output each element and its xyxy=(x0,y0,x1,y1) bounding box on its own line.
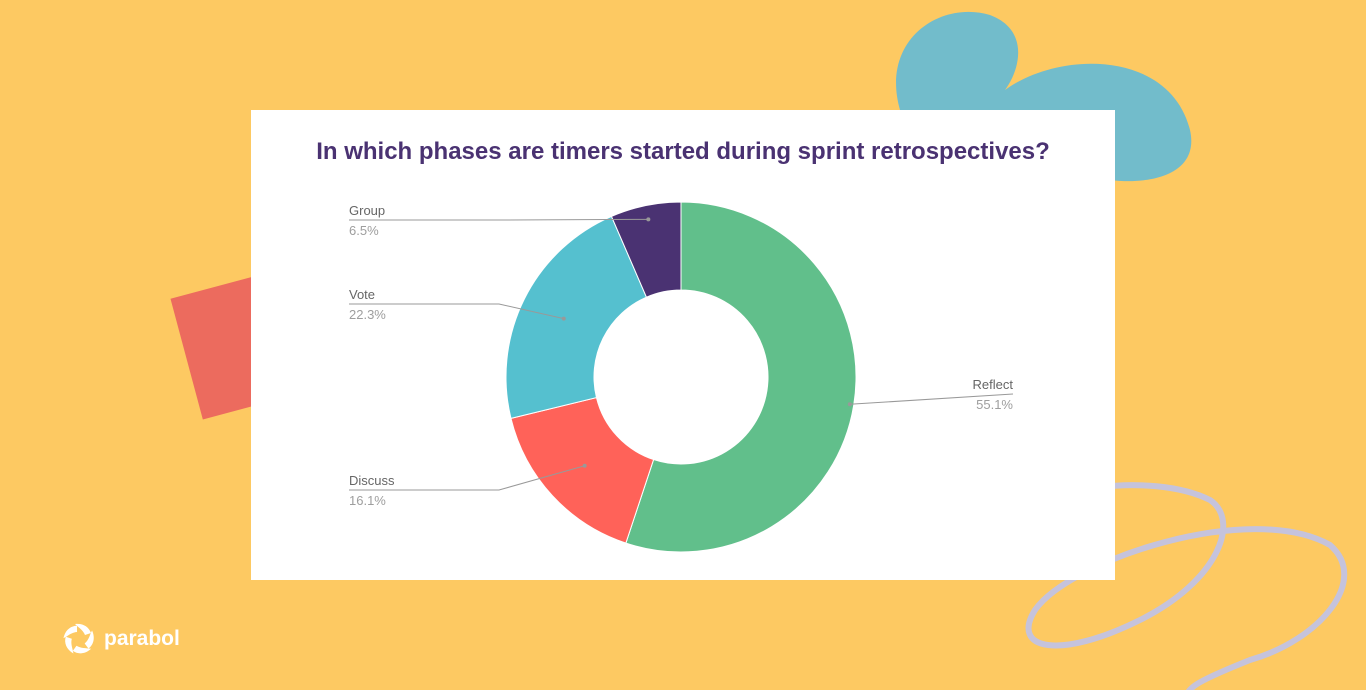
leader-dot xyxy=(847,402,852,407)
brand-name: parabol xyxy=(104,627,180,650)
chart-card: In which phases are timers started durin… xyxy=(251,110,1115,580)
slice-value-label: 6.5% xyxy=(349,223,379,238)
parabol-logo: parabol xyxy=(62,622,180,656)
slice-reflect[interactable] xyxy=(625,201,857,553)
slice-group[interactable] xyxy=(610,201,682,298)
slice-vote[interactable] xyxy=(505,215,648,419)
blue-blob-decoration xyxy=(896,11,1192,182)
parabol-logo-icon xyxy=(63,623,94,654)
slice-label: Vote xyxy=(349,287,375,302)
donut-chart: Reflect 55.1% Discuss 16.1% Vote 22.3% Group 6.… xyxy=(349,201,1014,553)
slice-label: Discuss xyxy=(349,473,395,488)
slice-discuss[interactable] xyxy=(510,396,655,544)
slice-value-label: 22.3% xyxy=(349,307,386,322)
slice-value-label: 16.1% xyxy=(349,493,386,508)
leader-dot xyxy=(582,463,587,468)
leader-line-reflect xyxy=(849,393,1014,405)
leader-dot xyxy=(646,217,651,222)
slice-label: Group xyxy=(349,203,385,218)
chart-title: In which phases are timers started durin… xyxy=(316,138,1050,165)
slice-label: Reflect xyxy=(973,377,1014,392)
leader-dot xyxy=(561,316,566,321)
slice-value-label: 55.1% xyxy=(976,397,1013,412)
